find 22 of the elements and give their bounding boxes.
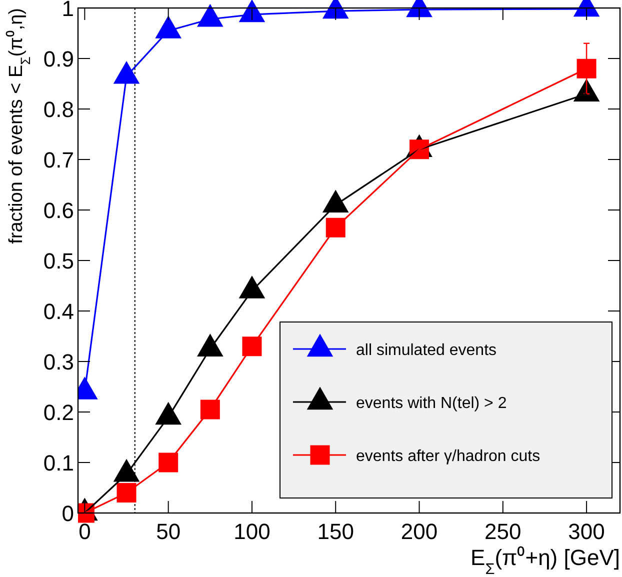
legend-label: all simulated events xyxy=(356,342,497,359)
legend-label: events with N(tel) > 2 xyxy=(356,395,507,412)
y-tick-label: 0.3 xyxy=(43,350,74,374)
x-tick-label: 250 xyxy=(484,519,522,544)
x-tick-label: 300 xyxy=(568,519,605,544)
y-tick-label: 0.6 xyxy=(43,198,74,223)
y-tick-label: 0 xyxy=(62,501,74,526)
y-tick-label: 0.9 xyxy=(43,46,74,72)
x-axis-title: E$_{Σ}$(π⁰+η) [GeV] xyxy=(470,545,620,577)
y-tick-label: 0.5 xyxy=(43,248,74,274)
x-tick-label: 0 xyxy=(78,519,91,544)
y-tick-label: 0.2 xyxy=(43,400,74,425)
y-tick-label: 0.7 xyxy=(43,148,74,172)
legend-label: events after γ/hadron cuts xyxy=(356,448,540,465)
y-tick-label: 0.1 xyxy=(43,450,74,476)
y-tick-label: 1 xyxy=(62,0,74,21)
x-tick-label: 100 xyxy=(234,519,270,544)
x-tick-label: 150 xyxy=(317,519,354,544)
y-tick-label: 0.8 xyxy=(43,97,74,122)
y-tick-label: 0.4 xyxy=(43,299,74,324)
x-tick-label: 50 xyxy=(156,519,181,544)
x-tick-label: 200 xyxy=(400,519,438,544)
